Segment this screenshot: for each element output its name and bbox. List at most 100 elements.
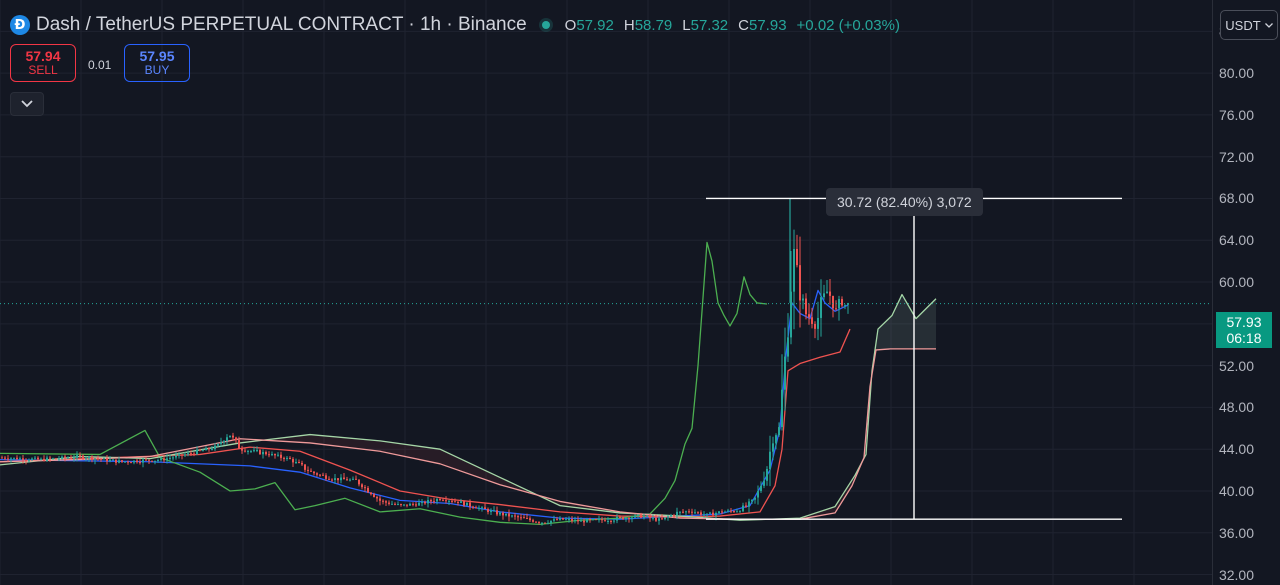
bar-countdown: 06:18	[1226, 330, 1262, 346]
candle-body	[727, 510, 729, 512]
current-price-tag: 57.93 06:18	[1216, 312, 1272, 348]
candle-body	[316, 473, 318, 475]
candle-body	[409, 503, 411, 506]
candle-body	[478, 507, 480, 509]
candle-body	[457, 501, 459, 503]
candle-body	[1, 457, 3, 459]
candle-body	[535, 521, 537, 523]
candle-body	[304, 464, 306, 470]
candle-body	[364, 487, 366, 489]
candle-body	[94, 458, 96, 460]
currency-value: USDT	[1225, 17, 1261, 33]
currency-selector[interactable]: USDT	[1220, 10, 1278, 40]
candle-body	[232, 435, 234, 438]
candle-body	[742, 505, 744, 512]
candle-body	[838, 299, 840, 309]
price-axis-label: 72.00	[1218, 148, 1254, 165]
sell-button[interactable]: 57.94 SELL	[10, 44, 76, 82]
close-label: C	[738, 16, 749, 34]
candle-body	[376, 497, 378, 499]
candle-body	[652, 517, 654, 519]
high-value: 58.79	[634, 16, 673, 34]
candle-body	[274, 454, 276, 456]
candle-body	[691, 511, 693, 513]
candle-body	[319, 474, 321, 476]
candle-body	[508, 513, 510, 517]
price-axis-label: 76.00	[1218, 106, 1254, 123]
candle-body	[292, 458, 294, 463]
indicator-line-red	[0, 328, 851, 518]
candle-body	[778, 427, 780, 436]
candle-body	[622, 517, 624, 520]
candle-body	[556, 519, 558, 521]
candle-body	[142, 459, 144, 463]
candle-body	[538, 522, 540, 524]
candle-body	[214, 445, 216, 450]
candle-body	[229, 435, 231, 438]
ohlc-values: O57.92 H58.79 L57.32 C57.93 +0.02 (+0.03…	[565, 17, 900, 34]
candle-body	[649, 515, 651, 518]
candle-body	[118, 460, 120, 463]
candle-body	[358, 479, 360, 485]
chart-title[interactable]: Dash / TetherUS PERPETUAL CONTRACT · 1h …	[36, 14, 527, 35]
candle-body	[346, 479, 348, 481]
candle-body	[235, 437, 237, 441]
candle-body	[505, 513, 507, 516]
candle-body	[391, 503, 393, 505]
candle-body	[700, 512, 702, 515]
price-axis-label: 52.00	[1218, 357, 1254, 374]
candle-body	[385, 501, 387, 503]
candle-body	[688, 511, 690, 513]
candle-body	[511, 515, 513, 517]
candle-body	[13, 457, 15, 459]
candle-body	[61, 456, 63, 459]
candle-body	[637, 514, 639, 516]
candle-body	[187, 453, 189, 455]
candle-body	[37, 457, 39, 460]
candle-body	[571, 519, 573, 521]
candle-body	[583, 520, 585, 523]
price-axis-label: 44.00	[1218, 441, 1254, 458]
candle-body	[307, 469, 309, 471]
candle-body	[163, 458, 165, 461]
candle-body	[553, 519, 555, 521]
candle-body	[739, 511, 741, 513]
candle-body	[709, 512, 711, 514]
candle-body	[775, 435, 777, 444]
candle-body	[82, 455, 84, 459]
candle-body	[667, 516, 669, 518]
candle-body	[577, 519, 579, 522]
candle-body	[682, 511, 684, 513]
candle-body	[247, 450, 249, 452]
candle-body	[493, 510, 495, 512]
candle-body	[397, 504, 399, 506]
candle-body	[655, 517, 657, 521]
price-axis-label: 64.00	[1218, 232, 1254, 249]
candle-body	[610, 520, 612, 522]
high-label: H	[623, 16, 635, 34]
price-axis[interactable]	[1212, 0, 1280, 585]
candle-body	[814, 323, 816, 329]
candle-body	[646, 515, 648, 517]
candle-body	[790, 291, 792, 338]
candle-body	[10, 458, 12, 460]
candle-body	[811, 317, 813, 324]
candle-body	[355, 478, 357, 480]
candle-body	[349, 479, 351, 481]
candle-body	[718, 511, 720, 514]
candle-body	[643, 516, 645, 518]
candle-body	[445, 500, 447, 502]
collapse-legend-button[interactable]	[10, 92, 44, 116]
candle-body	[685, 511, 687, 513]
indicator-lines	[0, 241, 937, 526]
candle-body	[619, 516, 621, 518]
candle-body	[325, 475, 327, 479]
candle-body	[373, 494, 375, 498]
candle-body	[757, 491, 759, 498]
candle-body	[724, 511, 726, 513]
candle-body	[745, 505, 747, 507]
candle-body	[370, 492, 372, 495]
candle-body	[289, 457, 291, 459]
buy-button[interactable]: 57.95 BUY	[124, 44, 190, 82]
